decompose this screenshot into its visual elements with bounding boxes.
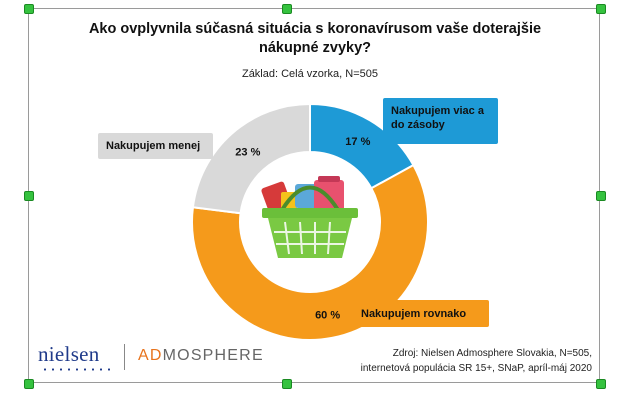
resize-handle-left[interactable] — [24, 191, 34, 201]
source-line-1: Zdroj: Nielsen Admosphere Slovakia, N=50… — [392, 348, 592, 359]
resize-handle-top-right[interactable] — [596, 4, 606, 14]
resize-handle-top-left[interactable] — [24, 4, 34, 14]
chart-subtitle: Základ: Celá vzorka, N=505 — [241, 68, 379, 80]
admosphere-logo-ad: AD — [138, 347, 163, 364]
admosphere-logo: ADMOSPHERE — [138, 347, 264, 365]
source-note: Zdroj: Nielsen Admosphere Slovakia, N=50… — [330, 346, 592, 376]
resize-handle-top[interactable] — [282, 4, 292, 14]
slice-value-label: 23 % — [235, 146, 260, 158]
callout-less: Nakupujem menej — [98, 133, 213, 159]
donut-slice — [191, 102, 311, 215]
resize-handle-right[interactable] — [596, 191, 606, 201]
nielsen-logo-dots — [41, 368, 111, 371]
nielsen-logo: nielsen — [38, 342, 100, 366]
source-line-2: internetová populácia SR 15+, SNaP, aprí… — [360, 363, 592, 374]
slice-value-label: 60 % — [315, 309, 340, 321]
resize-handle-bottom-left[interactable] — [24, 379, 34, 389]
resize-handle-bottom[interactable] — [282, 379, 292, 389]
chart-title: Ako ovplyvnila súčasná situácia s korona… — [88, 21, 542, 56]
shopping-basket-icon — [261, 176, 358, 258]
callout-same: Nakupujem rovnako — [353, 300, 489, 327]
logo-separator — [124, 344, 125, 370]
callout-more: Nakupujem viac a do zásoby — [383, 98, 498, 144]
resize-handle-bottom-right[interactable] — [596, 379, 606, 389]
slice-value-label: 17 % — [345, 136, 370, 148]
admosphere-logo-rest: MOSPHERE — [162, 347, 264, 364]
donut-slice — [191, 163, 429, 341]
